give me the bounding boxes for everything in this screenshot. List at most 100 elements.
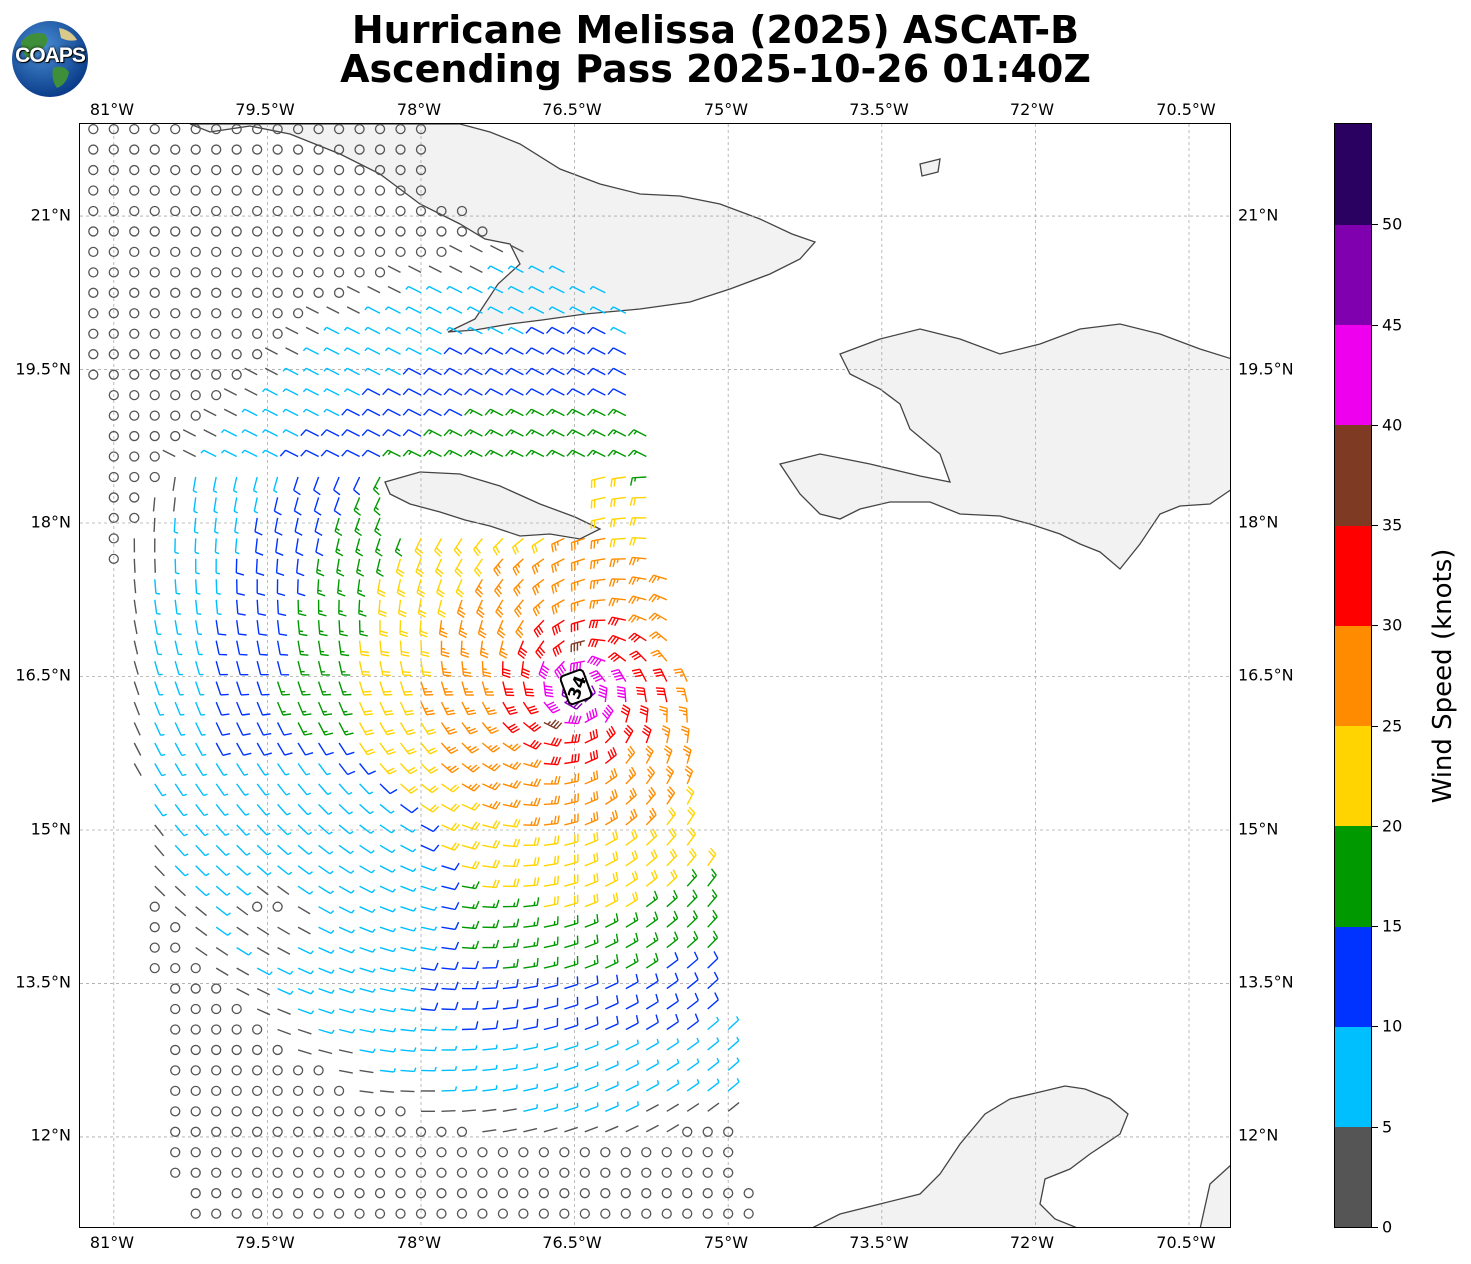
- wind-barb: [589, 620, 605, 628]
- wind-barb: [175, 764, 186, 776]
- wind-barb: [564, 915, 577, 927]
- wind-barb: [175, 907, 186, 916]
- wind-barb: [365, 307, 380, 313]
- wind-barb: [324, 348, 339, 354]
- wind-barb-calm: [662, 1168, 671, 1177]
- chart-title-line2: Ascending Pass 2025-10-26 01:40Z: [0, 49, 1431, 89]
- wind-barb-calm: [212, 309, 221, 318]
- wind-barb: [608, 389, 626, 395]
- wind-barb: [194, 497, 198, 513]
- wind-barb: [679, 707, 687, 723]
- wind-barb: [626, 1040, 639, 1050]
- wind-barb: [278, 764, 290, 776]
- colorbar-tick-mark: [1372, 224, 1378, 225]
- wind-barb: [286, 348, 299, 354]
- wind-barb: [496, 600, 503, 618]
- wind-barb: [503, 879, 519, 887]
- wind-barb: [215, 538, 219, 553]
- wind-barb-calm: [396, 1168, 405, 1177]
- lat-label-left: 19.5°N: [11, 360, 71, 379]
- wind-barb: [462, 1066, 477, 1071]
- wind-barb: [567, 409, 585, 415]
- wind-barb-calm: [335, 227, 344, 236]
- wind-barb: [319, 723, 333, 736]
- wind-barb: [609, 598, 626, 606]
- wind-barb: [278, 641, 289, 655]
- wind-barb: [416, 559, 424, 577]
- wind-barb: [237, 845, 250, 855]
- wind-barb: [263, 389, 278, 395]
- wind-barb: [687, 1014, 698, 1030]
- wind-barb: [274, 497, 281, 515]
- wind-barb: [342, 450, 360, 456]
- wind-barb: [687, 911, 697, 928]
- wind-barb: [442, 702, 456, 715]
- wind-barb: [536, 641, 545, 659]
- wind-barb: [421, 1027, 436, 1031]
- wind-barb: [442, 1046, 457, 1050]
- wind-barb-calm: [744, 1209, 753, 1218]
- wind-barb: [564, 874, 577, 886]
- wind-barb-calm: [89, 145, 98, 154]
- wind-barb: [667, 870, 677, 887]
- wind-barb-calm: [150, 145, 159, 154]
- wind-barb-calm: [642, 1168, 651, 1177]
- wind-barb-calm: [273, 1127, 282, 1136]
- wind-barb: [374, 497, 380, 515]
- wind-barb: [339, 825, 353, 834]
- wind-barb: [403, 450, 421, 456]
- wind-barb: [155, 764, 166, 776]
- wind-barb: [193, 477, 197, 493]
- wind-barb: [605, 789, 617, 804]
- wind-barb: [667, 932, 678, 948]
- wind-barb-calm: [498, 1209, 507, 1218]
- wind-barb-calm: [355, 1127, 364, 1136]
- wind-barb-calm: [355, 268, 364, 277]
- wind-barb: [523, 999, 537, 1010]
- wind-barb-calm: [171, 1045, 180, 1054]
- wind-barb: [380, 948, 396, 952]
- wind-barb-calm: [171, 329, 180, 338]
- wind-barb: [649, 632, 666, 641]
- wind-barb: [687, 890, 697, 907]
- wind-barb: [572, 579, 585, 591]
- wind-barb: [482, 1085, 497, 1091]
- wind-barb-calm: [253, 902, 262, 911]
- wind-barb: [401, 1048, 416, 1052]
- wind-barb: [667, 787, 675, 805]
- wind-barb: [278, 968, 293, 974]
- wind-barb: [339, 620, 348, 636]
- wind-barb: [342, 430, 360, 436]
- wind-barb: [436, 559, 444, 577]
- wind-barb: [454, 538, 462, 556]
- wind-barb: [667, 849, 677, 866]
- wind-barb: [315, 518, 322, 536]
- wind-barb: [630, 557, 647, 565]
- lat-label-right: 21°N: [1238, 206, 1278, 225]
- wind-barb-calm: [601, 1168, 610, 1177]
- wind-barb: [365, 368, 380, 374]
- wind-barb: [257, 661, 269, 675]
- wind-barb: [708, 1017, 719, 1030]
- wind-barb-calm: [519, 1148, 528, 1157]
- lat-label-left: 15°N: [11, 820, 71, 839]
- wind-barb-calm: [171, 350, 180, 359]
- wind-barb: [482, 1110, 496, 1112]
- wind-barb: [503, 702, 518, 714]
- wind-barb: [339, 682, 351, 695]
- wind-barb-calm: [253, 227, 262, 236]
- wind-barb-calm: [355, 166, 364, 175]
- wind-barb: [544, 702, 560, 713]
- wind-barb: [611, 497, 626, 507]
- wind-barb: [224, 389, 237, 395]
- wind-barb: [380, 661, 391, 675]
- wind-barb: [626, 1060, 639, 1070]
- wind-barb: [666, 766, 673, 784]
- wind-barb: [667, 808, 676, 825]
- colorbar-segment: [1335, 325, 1371, 426]
- wind-barb-calm: [150, 350, 159, 359]
- wind-barb: [590, 579, 605, 589]
- wind-barb: [564, 1017, 577, 1029]
- wind-barb-calm: [294, 145, 303, 154]
- wind-barb: [462, 743, 479, 753]
